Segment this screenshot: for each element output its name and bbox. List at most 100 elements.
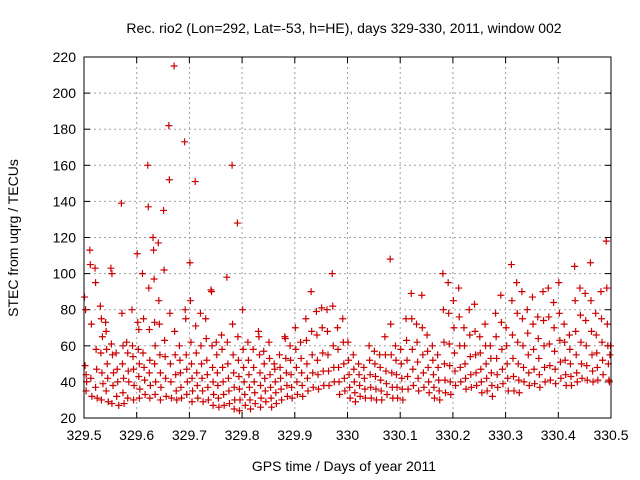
data-point	[588, 327, 596, 335]
data-point	[440, 360, 448, 368]
data-point	[333, 324, 341, 332]
data-point	[92, 279, 100, 287]
data-point	[329, 302, 337, 310]
data-point	[108, 270, 116, 278]
data-point	[124, 394, 132, 402]
data-point	[171, 327, 179, 335]
data-point	[241, 401, 249, 409]
data-point	[403, 336, 411, 344]
data-point	[272, 400, 280, 408]
data-point	[282, 369, 290, 377]
data-point	[503, 342, 511, 350]
data-point	[297, 338, 305, 346]
data-point	[318, 304, 326, 312]
data-point	[477, 365, 485, 373]
data-point	[404, 372, 412, 380]
data-point	[452, 382, 460, 390]
data-point	[425, 389, 433, 397]
data-point	[86, 246, 94, 254]
data-point	[313, 331, 321, 339]
data-point	[587, 297, 595, 305]
data-point	[251, 400, 259, 408]
data-point	[393, 383, 401, 391]
data-point	[583, 362, 591, 370]
data-point	[561, 338, 569, 346]
data-point	[424, 347, 432, 355]
data-point	[155, 297, 163, 305]
data-point	[128, 306, 136, 314]
data-point	[335, 363, 343, 371]
data-point	[224, 374, 232, 382]
data-point	[204, 383, 212, 391]
data-point	[268, 403, 276, 411]
x-tick-label: 330.3	[488, 427, 523, 443]
data-point	[134, 345, 142, 353]
data-point	[370, 347, 378, 355]
data-point	[92, 345, 100, 353]
y-tick-label: 40	[60, 374, 76, 390]
data-point	[123, 338, 131, 346]
data-points	[81, 62, 614, 415]
data-point	[88, 392, 96, 400]
data-point	[356, 382, 364, 390]
data-point	[599, 356, 607, 364]
data-point	[251, 389, 259, 397]
data-point	[202, 315, 210, 323]
data-point	[193, 369, 201, 377]
data-point	[219, 363, 227, 371]
data-point	[409, 382, 417, 390]
data-point	[318, 324, 326, 332]
data-point	[82, 306, 90, 314]
data-point	[541, 363, 549, 371]
data-point	[355, 360, 363, 368]
data-point	[472, 369, 480, 377]
data-point	[218, 331, 226, 339]
data-point	[562, 371, 570, 379]
data-point	[360, 374, 368, 382]
data-point	[529, 320, 537, 328]
x-tick-label: 330.5	[593, 427, 628, 443]
data-point	[145, 326, 153, 334]
data-point	[376, 363, 384, 371]
data-point	[155, 320, 163, 328]
data-point	[156, 351, 164, 359]
data-point	[276, 363, 284, 371]
data-point	[366, 371, 374, 379]
data-point	[192, 349, 200, 357]
x-tick-label: 329.5	[66, 427, 101, 443]
data-point	[439, 270, 447, 278]
data-point	[151, 318, 159, 326]
data-point	[271, 378, 279, 386]
data-point	[91, 264, 99, 272]
data-point	[214, 394, 222, 402]
data-point	[398, 374, 406, 382]
data-point	[135, 360, 143, 368]
data-point	[367, 394, 375, 402]
data-point	[146, 394, 154, 402]
data-point	[567, 372, 575, 380]
data-point	[161, 336, 169, 344]
data-point	[102, 327, 110, 335]
data-point	[581, 289, 589, 297]
data-point	[283, 382, 291, 390]
data-point	[365, 342, 373, 350]
data-point	[130, 365, 138, 373]
data-point	[250, 378, 258, 386]
data-point	[482, 360, 490, 368]
data-point	[103, 360, 111, 368]
data-point	[541, 378, 549, 386]
data-point	[334, 345, 342, 353]
data-point	[182, 351, 190, 359]
data-point	[593, 363, 601, 371]
data-point	[325, 367, 333, 375]
data-point	[286, 342, 294, 350]
data-point	[135, 372, 143, 380]
data-point	[487, 369, 495, 377]
data-point	[144, 203, 152, 211]
y-tick-label: 80	[60, 302, 76, 318]
data-point	[186, 297, 194, 305]
data-point	[175, 342, 183, 350]
data-point	[387, 320, 395, 328]
data-point	[151, 391, 159, 399]
data-point	[583, 376, 591, 384]
